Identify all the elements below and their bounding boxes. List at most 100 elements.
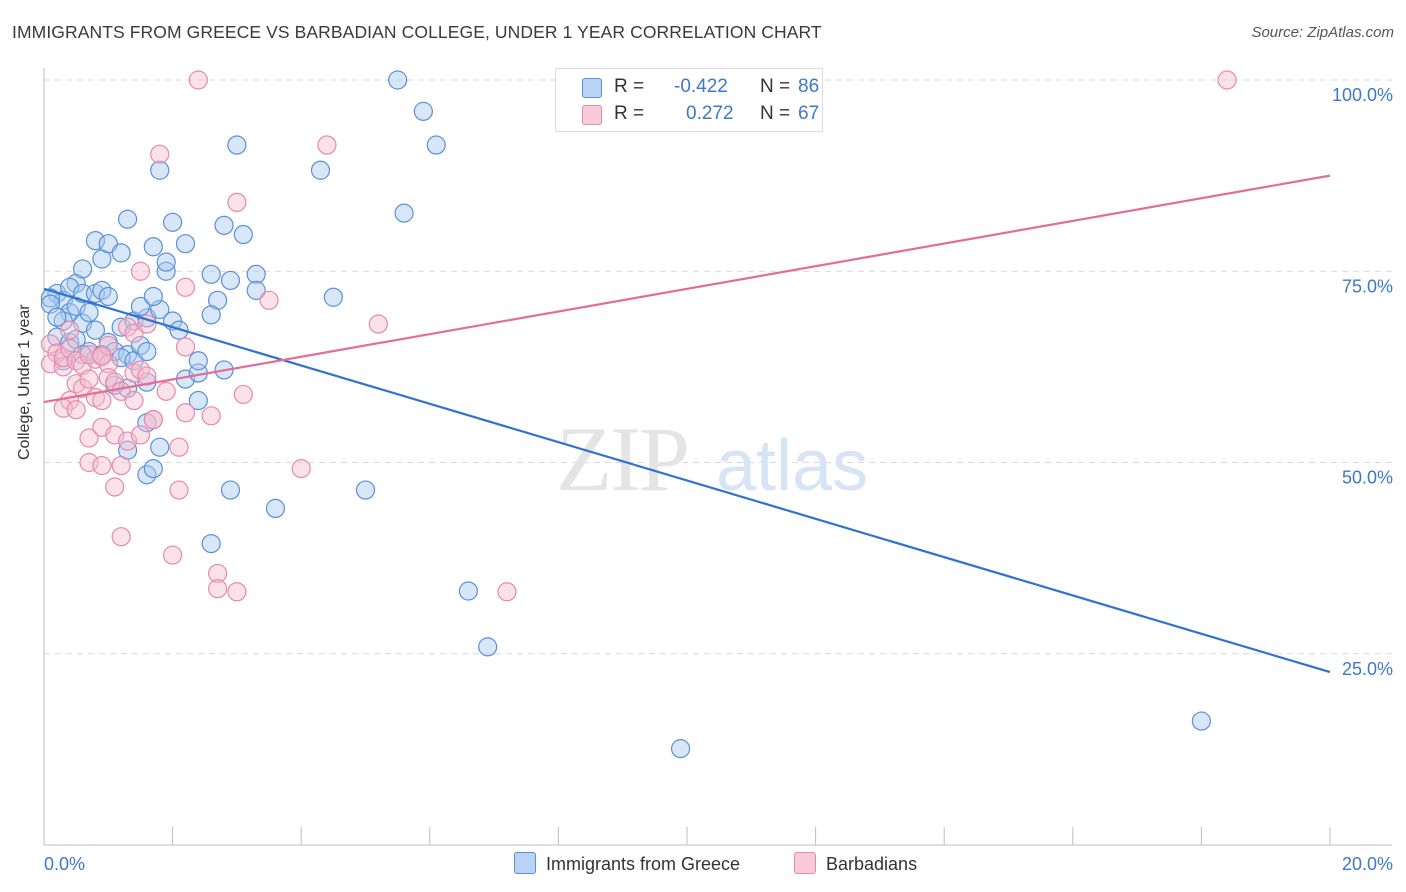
- barbadians-point: [66, 400, 86, 420]
- legend-swatch-pink: [582, 105, 602, 125]
- y-axis-label: College, Under 1 year: [16, 304, 33, 460]
- greece-point: [163, 212, 183, 232]
- greece-point: [1191, 711, 1212, 731]
- greece-point: [175, 234, 196, 254]
- barbadians-point: [130, 261, 151, 281]
- greece-point: [85, 320, 106, 340]
- watermark: ZIP atlas: [556, 408, 868, 510]
- barbadians-point: [208, 563, 228, 584]
- greece-point: [117, 209, 138, 229]
- barbadians-point: [175, 277, 196, 297]
- greece-point: [388, 70, 408, 90]
- greece-point: [214, 215, 234, 235]
- barbadians-point: [92, 390, 112, 411]
- barbadians-point: [111, 527, 131, 547]
- barbadians-point: [175, 337, 196, 357]
- bottom-legend-label-greece: Immigrants from Greece: [546, 854, 741, 874]
- greece-point: [111, 243, 131, 263]
- barbadians-point: [163, 545, 183, 565]
- greece-point: [130, 296, 151, 317]
- greece-point: [426, 135, 446, 155]
- bottom-legend-swatch-pink: [794, 852, 816, 874]
- greece-point: [188, 390, 208, 411]
- trend-lines: [43, 174, 1331, 674]
- greece-point: [47, 307, 67, 327]
- series-barbadians-points: [40, 70, 1237, 602]
- barbadians-point: [208, 579, 228, 599]
- greece-point: [355, 480, 376, 500]
- barbadians-point: [175, 403, 196, 423]
- axes: [43, 68, 1392, 846]
- barbadians-point: [317, 135, 337, 155]
- greece-point: [98, 286, 118, 307]
- greece-point: [201, 533, 221, 554]
- barbadians-point: [143, 410, 163, 430]
- y-tick-label: 100.0%: [1332, 85, 1393, 105]
- greece-point: [670, 739, 691, 759]
- x-tick-label-min: 0.0%: [44, 854, 85, 874]
- barbadians-point: [156, 381, 176, 401]
- barbadians-point: [291, 459, 311, 479]
- greece-point: [220, 270, 241, 291]
- correlation-legend: R = -0.422 N = 86 R = 0.272 N = 67: [555, 68, 823, 132]
- greece-point: [143, 237, 163, 257]
- watermark-zip: ZIP: [556, 408, 688, 510]
- greece-point: [394, 203, 414, 223]
- barbadians-trend-line: [43, 174, 1331, 404]
- legend-n-value: 67: [798, 103, 820, 124]
- barbadians-point: [227, 582, 247, 602]
- barbadians-point: [259, 290, 279, 310]
- legend-swatch-blue: [582, 78, 602, 98]
- greece-point: [150, 160, 170, 180]
- greece-point: [233, 224, 253, 245]
- source-label: Source: ZipAtlas.com: [1251, 24, 1394, 41]
- greece-point: [79, 302, 99, 323]
- x-tick-label-max: 20.0%: [1342, 854, 1393, 874]
- greece-point: [201, 264, 221, 284]
- greece-point: [246, 264, 266, 284]
- barbadians-point: [124, 390, 144, 411]
- legend-r-value: 0.272: [686, 103, 734, 124]
- barbadians-point: [130, 425, 151, 445]
- greece-point: [458, 581, 478, 601]
- barbadians-point: [368, 314, 388, 334]
- greece-point: [227, 135, 247, 155]
- barbadians-point: [497, 582, 517, 602]
- bottom-legend-label-barbadians: Barbadians: [826, 854, 918, 874]
- watermark-atlas: atlas: [716, 426, 868, 506]
- greece-point: [323, 287, 343, 307]
- y-tick-label: 75.0%: [1342, 276, 1393, 296]
- greece-point: [220, 480, 241, 500]
- legend-r-label: R =: [614, 103, 645, 124]
- greece-point: [478, 637, 498, 657]
- greece-point: [246, 280, 266, 300]
- chart-title: IMMIGRANTS FROM GREECE VS BARBADIAN COLL…: [12, 22, 822, 42]
- greece-point: [150, 437, 170, 457]
- greece-trend-line: [43, 287, 1331, 674]
- barbadians-point: [150, 144, 170, 164]
- tick-labels: 25.0% 50.0% 75.0% 100.0% 0.0% 20.0%: [44, 85, 1393, 874]
- greece-point: [40, 288, 61, 308]
- barbadians-point: [1217, 70, 1237, 90]
- greece-point: [72, 259, 93, 279]
- bottom-legend-barbadians: Barbadians: [794, 852, 917, 875]
- barbadians-point: [201, 406, 221, 426]
- barbadians-point: [92, 346, 112, 366]
- y-tick-label: 25.0%: [1342, 659, 1393, 679]
- barbadians-point: [79, 369, 99, 389]
- barbadians-point: [79, 428, 99, 448]
- greece-point: [143, 286, 163, 307]
- y-tick-label: 50.0%: [1342, 468, 1393, 488]
- bottom-legend-swatch-blue: [514, 852, 536, 874]
- greece-point: [156, 252, 176, 272]
- series-greece-points: [40, 70, 1212, 759]
- barbadians-point: [227, 192, 247, 212]
- barbadians-point: [105, 477, 125, 497]
- greece-point: [188, 351, 208, 371]
- barbadians-point: [111, 455, 131, 476]
- legend-n-label: N =: [760, 76, 791, 97]
- barbadians-point: [169, 437, 189, 457]
- legend-n-label: N =: [760, 103, 791, 124]
- greece-point: [265, 498, 286, 518]
